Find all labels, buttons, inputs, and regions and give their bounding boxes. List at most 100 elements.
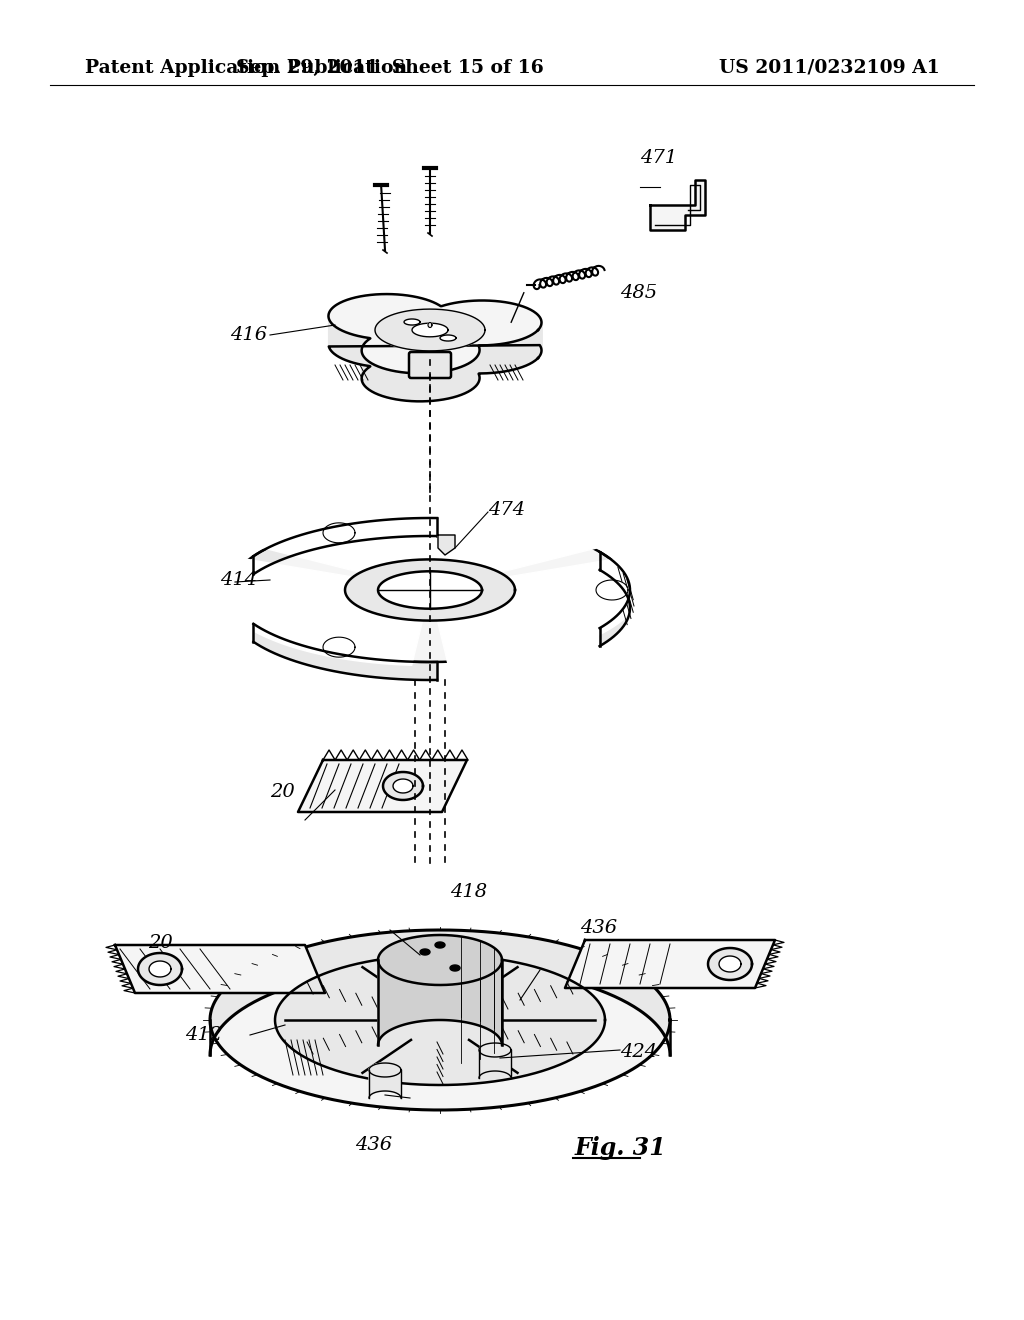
Polygon shape	[378, 572, 482, 609]
Polygon shape	[393, 779, 413, 793]
Polygon shape	[465, 364, 466, 393]
Polygon shape	[499, 345, 500, 372]
Polygon shape	[383, 772, 423, 800]
Polygon shape	[210, 931, 670, 1055]
Polygon shape	[210, 931, 670, 1110]
Polygon shape	[275, 954, 605, 1085]
Polygon shape	[404, 372, 407, 401]
Polygon shape	[508, 343, 510, 371]
Polygon shape	[422, 374, 424, 401]
Polygon shape	[517, 341, 518, 368]
Polygon shape	[388, 370, 389, 399]
Polygon shape	[428, 374, 429, 401]
Polygon shape	[384, 368, 385, 397]
Polygon shape	[391, 371, 393, 399]
Polygon shape	[396, 371, 397, 400]
Polygon shape	[446, 371, 449, 399]
Polygon shape	[345, 331, 346, 360]
Polygon shape	[482, 346, 483, 374]
Polygon shape	[435, 942, 445, 948]
Polygon shape	[464, 366, 465, 393]
Polygon shape	[375, 366, 376, 393]
Text: 471: 471	[640, 149, 677, 168]
Polygon shape	[455, 368, 456, 397]
Polygon shape	[510, 342, 511, 371]
Polygon shape	[459, 367, 460, 396]
Text: 418: 418	[450, 883, 487, 902]
Polygon shape	[424, 374, 426, 401]
Polygon shape	[490, 345, 492, 374]
Polygon shape	[366, 338, 367, 366]
Polygon shape	[719, 956, 741, 972]
Polygon shape	[421, 374, 422, 401]
Polygon shape	[463, 366, 464, 395]
Polygon shape	[393, 371, 394, 399]
Polygon shape	[355, 335, 356, 363]
Text: 414: 414	[220, 572, 257, 589]
Text: 20: 20	[270, 783, 295, 801]
Polygon shape	[479, 1043, 511, 1057]
Polygon shape	[519, 339, 521, 368]
Polygon shape	[397, 372, 399, 400]
Polygon shape	[340, 330, 341, 358]
Polygon shape	[565, 940, 775, 987]
Polygon shape	[438, 535, 455, 554]
Polygon shape	[515, 341, 517, 370]
Polygon shape	[376, 366, 377, 395]
Polygon shape	[438, 372, 440, 400]
Text: 20: 20	[148, 935, 173, 952]
Polygon shape	[708, 948, 752, 979]
Text: US 2011/0232109 A1: US 2011/0232109 A1	[719, 59, 940, 77]
Polygon shape	[362, 337, 364, 366]
Polygon shape	[369, 1063, 401, 1098]
Polygon shape	[507, 343, 508, 371]
Polygon shape	[369, 1063, 401, 1077]
Polygon shape	[503, 343, 505, 372]
Polygon shape	[346, 333, 347, 360]
Polygon shape	[485, 346, 487, 374]
Polygon shape	[399, 372, 401, 400]
Polygon shape	[358, 335, 359, 364]
Polygon shape	[529, 335, 530, 364]
Polygon shape	[449, 370, 450, 399]
Polygon shape	[258, 515, 602, 590]
Polygon shape	[298, 760, 467, 812]
Polygon shape	[487, 346, 488, 374]
Polygon shape	[497, 345, 499, 372]
Polygon shape	[375, 309, 485, 351]
Polygon shape	[385, 368, 387, 397]
Polygon shape	[420, 949, 430, 954]
Polygon shape	[523, 338, 525, 367]
Polygon shape	[373, 364, 374, 392]
Polygon shape	[428, 322, 432, 327]
Polygon shape	[479, 346, 480, 374]
Polygon shape	[404, 319, 420, 325]
Polygon shape	[483, 346, 485, 374]
Polygon shape	[352, 334, 353, 363]
Polygon shape	[461, 367, 463, 395]
Text: Fig. 31: Fig. 31	[575, 1137, 667, 1160]
Text: Patent Application Publication: Patent Application Publication	[85, 59, 408, 77]
Polygon shape	[351, 334, 352, 363]
Text: 485: 485	[620, 284, 657, 302]
Text: 436: 436	[355, 1137, 392, 1154]
Polygon shape	[440, 372, 441, 400]
FancyBboxPatch shape	[409, 352, 451, 378]
Polygon shape	[526, 337, 527, 366]
Polygon shape	[364, 337, 366, 366]
Polygon shape	[387, 370, 388, 397]
Polygon shape	[341, 330, 342, 359]
Polygon shape	[360, 337, 362, 364]
Polygon shape	[457, 368, 459, 396]
Polygon shape	[480, 346, 482, 374]
Polygon shape	[389, 370, 391, 399]
Polygon shape	[433, 372, 435, 401]
Polygon shape	[488, 345, 490, 374]
Polygon shape	[342, 331, 344, 359]
Polygon shape	[368, 338, 370, 366]
Polygon shape	[525, 338, 526, 366]
Polygon shape	[441, 371, 443, 400]
Polygon shape	[379, 367, 380, 395]
Polygon shape	[344, 331, 345, 360]
Polygon shape	[500, 345, 502, 372]
